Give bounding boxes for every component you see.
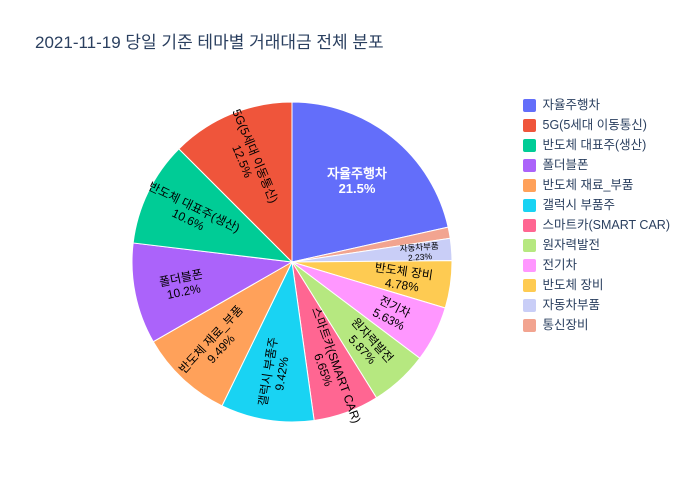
pie-slice-7[interactable] (221, 260, 315, 423)
chart-title: 2021-11-19 당일 기준 테마별 거래대금 전체 분포 (35, 33, 384, 52)
legend-swatch (523, 239, 536, 252)
pie-slice-11[interactable] (178, 101, 293, 264)
pie-slice-label: 폴더블폰10.2% (158, 267, 207, 303)
legend-swatch (523, 119, 536, 132)
legend-swatch (523, 199, 536, 212)
legend-swatch (523, 139, 536, 152)
legend-label: 반도체 재료_부품 (542, 178, 634, 192)
legend-swatch (523, 299, 536, 312)
legend-label: 반도체 대표주(생산) (542, 138, 647, 152)
legend-item[interactable]: 반도체 대표주(생산) (523, 139, 670, 152)
legend-swatch (523, 279, 536, 292)
legend-item[interactable]: 통신장비 (523, 319, 670, 332)
legend-swatch (523, 259, 536, 272)
legend-label: 폴더블폰 (542, 158, 589, 172)
legend-label: 5G(5세대 이동통신) (542, 118, 647, 132)
legend-swatch (523, 219, 536, 232)
legend-item[interactable]: 5G(5세대 이동통신) (523, 119, 670, 132)
legend-swatch (523, 179, 536, 192)
legend-label: 전기차 (542, 258, 578, 272)
pie-slice-0[interactable] (291, 101, 449, 263)
pie-slice-10[interactable] (132, 148, 294, 263)
legend-item[interactable]: 갤럭시 부품주 (523, 199, 670, 212)
legend-item[interactable]: 자율주행차 (523, 99, 670, 112)
pie-slice-8[interactable] (152, 260, 294, 407)
pie-slice-9[interactable] (131, 242, 294, 343)
legend-item[interactable]: 폴더블폰 (523, 159, 670, 172)
legend-label: 자동차부품 (542, 298, 601, 312)
pie-slice-label: 반도체 장비4.78% (372, 260, 434, 296)
legend-item[interactable]: 전기차 (523, 259, 670, 272)
legend-swatch (523, 99, 536, 112)
legend-swatch (523, 159, 536, 172)
legend-item[interactable]: 반도체 장비 (523, 279, 670, 292)
legend-label: 갤럭시 부품주 (542, 198, 615, 212)
legend-label: 스마트카(SMART CAR) (542, 218, 671, 232)
legend-label: 원자력발전 (542, 238, 601, 252)
legend-label: 통신장비 (542, 318, 589, 332)
legend-item[interactable]: 반도체 재료_부품 (523, 179, 670, 192)
legend-swatch (523, 319, 536, 332)
legend-label: 자율주행차 (542, 98, 601, 112)
legend-item[interactable]: 스마트카(SMART CAR) (523, 219, 670, 232)
legend-item[interactable]: 원자력발전 (523, 239, 670, 252)
pie-slice-label: 자율주행차 21.5% (327, 166, 387, 196)
legend-item[interactable]: 자동차부품 (523, 299, 670, 312)
pie-slice-label: 자동차부품2.23% (399, 241, 440, 264)
legend-label: 반도체 장비 (542, 278, 604, 292)
